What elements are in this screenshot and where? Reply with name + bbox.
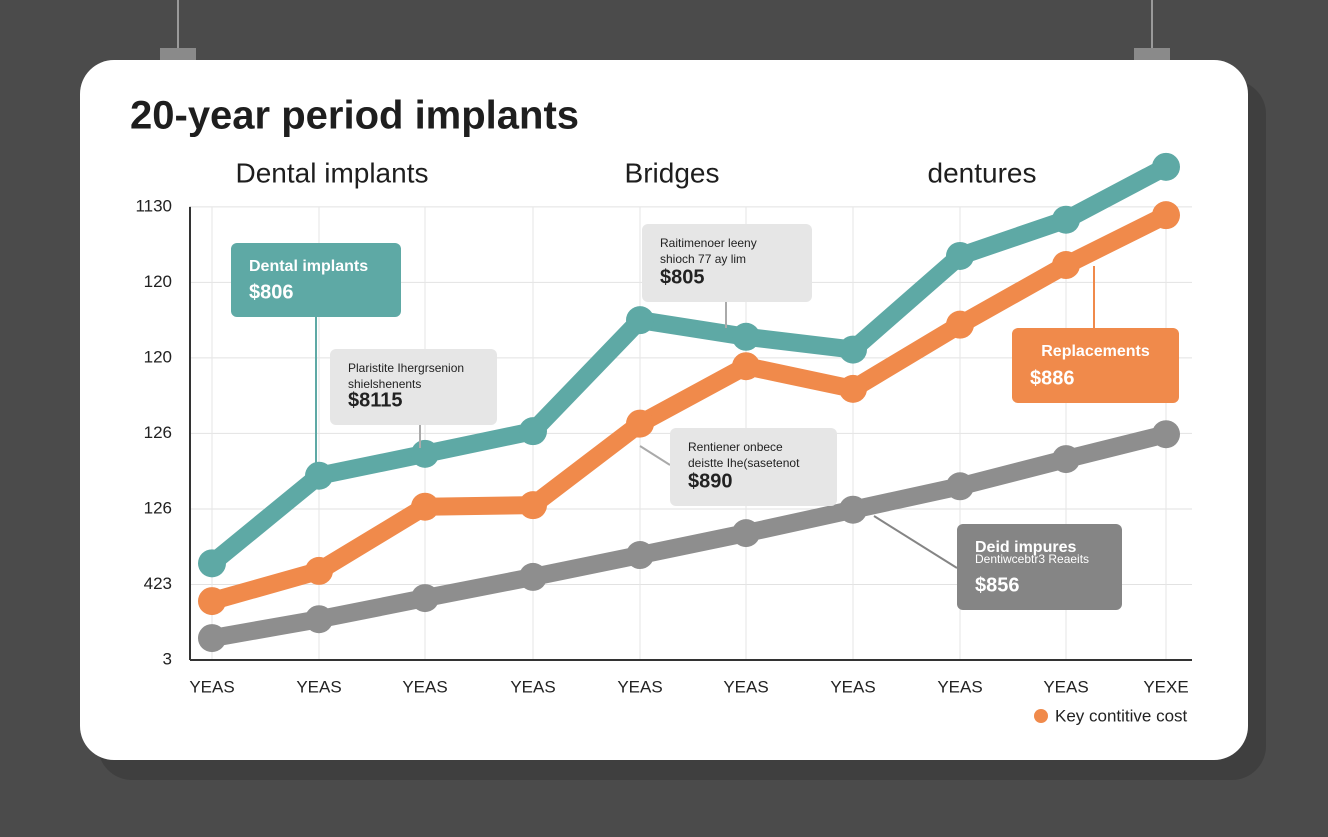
clip (1134, 48, 1170, 62)
y-tick-label: 120 (144, 272, 172, 291)
callout-box (642, 224, 812, 302)
y-tick-label: 3 (163, 649, 172, 668)
point (839, 374, 867, 403)
series-label: dentures (928, 157, 1037, 188)
callout-text: Dentiwcebtr3 Reaeits (975, 552, 1089, 566)
point (626, 306, 654, 335)
callout-value: $890 (688, 470, 733, 492)
y-tick-label: 1130 (135, 196, 172, 215)
point (946, 241, 974, 270)
point (519, 417, 547, 446)
series-line (203, 157, 1175, 573)
point (732, 519, 760, 548)
callout-pointer (639, 445, 671, 466)
callout-value: $856 (975, 574, 1020, 596)
legend-swatch (1034, 709, 1048, 723)
series-line (203, 425, 1175, 648)
point (519, 562, 547, 591)
callout-pointer (873, 515, 958, 569)
point (839, 495, 867, 524)
x-tick-label: YEAS (402, 677, 447, 696)
callout-value: $8115 (348, 389, 403, 411)
legend-text: Key contitive cost (1055, 706, 1188, 725)
callout-value: $806 (249, 281, 294, 303)
point (626, 409, 654, 438)
point (1052, 445, 1080, 474)
callout-text: Dental implants (249, 258, 368, 275)
point (1052, 205, 1080, 234)
callout-value: $886 (1030, 367, 1075, 389)
callout-text: Raitimenoer leeny (660, 236, 757, 250)
point (626, 541, 654, 570)
x-tick-label: YEAS (189, 677, 234, 696)
point (1152, 152, 1180, 181)
callout-text: deistte Ihe(sasetenot (688, 456, 800, 470)
point (1152, 420, 1180, 449)
x-tick-label: YEAS (617, 677, 662, 696)
x-tick-label: YEAS (296, 677, 341, 696)
point (305, 556, 333, 585)
point (411, 584, 439, 613)
point (732, 352, 760, 381)
y-tick-label: 126 (144, 423, 172, 442)
point (732, 322, 760, 351)
x-tick-label: YEAS (830, 677, 875, 696)
point (198, 549, 226, 578)
point (839, 335, 867, 364)
point (411, 492, 439, 521)
clip (160, 48, 196, 62)
point (198, 624, 226, 653)
x-tick-label: YEAS (937, 677, 982, 696)
point (305, 461, 333, 490)
callout-box (957, 524, 1122, 610)
callout-value: $805 (660, 266, 705, 288)
series-label: Dental implants (236, 157, 429, 188)
y-tick-label: 120 (144, 347, 172, 366)
chart-title: 20-year period implants (130, 94, 579, 138)
y-tick-label: 423 (144, 574, 172, 593)
callout-text: Replacements (1041, 343, 1150, 360)
callout-text: Rentiener onbece (688, 440, 783, 454)
callout-text: shielshenents (348, 377, 421, 391)
point (411, 439, 439, 468)
callout-box (1012, 328, 1179, 403)
point (305, 605, 333, 634)
point (946, 472, 974, 501)
series-line (203, 206, 1175, 611)
x-tick-label: YEAS (510, 677, 555, 696)
callout-box (670, 428, 837, 506)
point (946, 310, 974, 339)
point (519, 491, 547, 520)
callout-text: Plaristite Ihergrsenion (348, 361, 464, 375)
x-tick-label: YEXE (1143, 677, 1188, 696)
point (1052, 251, 1080, 280)
point (198, 587, 226, 616)
x-tick-label: YEAS (1043, 677, 1088, 696)
callout-box (330, 349, 497, 425)
series-label: Bridges (625, 157, 720, 188)
x-tick-label: YEAS (723, 677, 768, 696)
callout-text: Deid impures (975, 539, 1076, 556)
y-tick-label: 126 (144, 498, 172, 517)
callout-box (231, 243, 401, 317)
callout-text: shioch 77 ay lim (660, 252, 746, 266)
point (1152, 201, 1180, 230)
